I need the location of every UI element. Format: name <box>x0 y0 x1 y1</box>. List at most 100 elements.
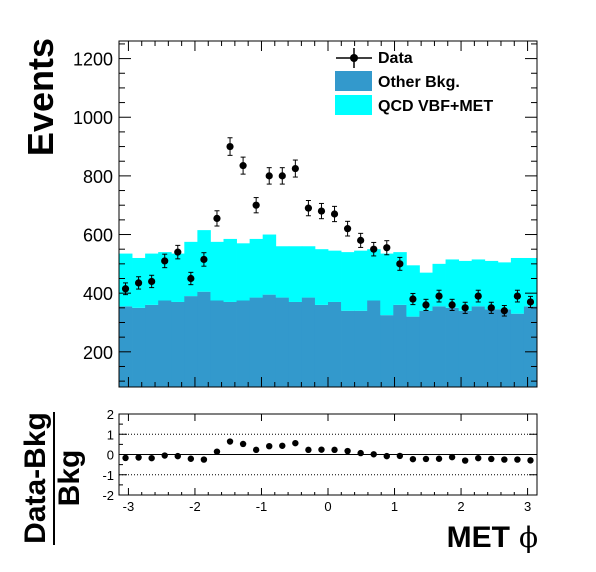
data-point <box>265 172 273 180</box>
bar-qcd-vbf-met <box>249 238 264 298</box>
bar-other-bkg <box>210 300 224 387</box>
bar-other-bkg <box>197 291 211 387</box>
x-axis-title-symbol: ϕ <box>519 521 538 554</box>
bar-qcd-vbf-met <box>119 253 133 307</box>
ratio-x-tick-label: -3 <box>123 499 135 514</box>
main-y-tick-label: 600 <box>83 226 113 246</box>
data-point <box>239 162 247 170</box>
bar-other-bkg <box>510 313 525 387</box>
ratio-point <box>226 438 234 445</box>
ratio-point <box>344 447 351 455</box>
ratio-y-tick-label: 2 <box>107 407 114 422</box>
legend-data-marker <box>350 54 358 62</box>
ratio-x-tick-label: -2 <box>189 499 201 514</box>
data-point <box>422 301 430 309</box>
ratio-point <box>213 448 221 455</box>
ratio-point <box>318 446 325 453</box>
bar-other-bkg <box>354 310 368 387</box>
ratio-point <box>357 449 364 457</box>
data-point <box>383 244 391 252</box>
data-point <box>304 204 313 212</box>
data-point <box>370 245 378 253</box>
legend-label-data: Data <box>378 50 413 67</box>
data-points-layer <box>121 137 535 317</box>
data-point <box>213 214 221 222</box>
bar-qcd-vbf-met <box>354 250 368 311</box>
main-plot-ticks: 200 400 600 800 1000 1200 <box>73 41 537 387</box>
bar-other-bkg <box>380 315 394 387</box>
bar-other-bkg <box>341 310 355 387</box>
bar-other-bkg <box>223 301 237 387</box>
ratio-y-tick-label: -2 <box>102 488 114 503</box>
bar-qcd-vbf-met <box>184 241 198 297</box>
ratio-point <box>239 440 247 448</box>
main-y-tick-label: 1200 <box>73 50 113 70</box>
data-point <box>487 304 495 312</box>
data-point <box>252 201 260 209</box>
bar-other-bkg <box>301 297 316 387</box>
ratio-point <box>135 454 142 461</box>
bar-other-bkg <box>367 300 381 387</box>
ratio-point <box>187 455 195 462</box>
bar-qcd-vbf-met <box>171 253 185 302</box>
data-point <box>500 307 508 315</box>
ratio-point <box>266 442 273 450</box>
ratio-x-tick-label: 3 <box>524 499 531 514</box>
ratio-point <box>435 455 443 462</box>
ratio-point <box>409 455 417 463</box>
ratio-ylabel-numerator: Data-Bkg <box>19 412 52 544</box>
bar-other-bkg <box>275 297 290 387</box>
legend-label-other-bkg: Other Bkg. <box>378 74 460 91</box>
bar-other-bkg <box>184 296 198 387</box>
bar-qcd-vbf-met <box>523 257 538 307</box>
ratio-point <box>292 439 299 447</box>
data-point <box>513 292 522 300</box>
data-point <box>435 292 443 300</box>
data-point <box>148 277 156 286</box>
ratio-point <box>383 452 390 460</box>
bar-other-bkg <box>262 294 277 387</box>
legend-entry-data: Data <box>336 48 413 68</box>
ratio-plot-ticks: -3 -2 -1 0 1 2 3 -2 -1 0 1 2 <box>102 407 537 514</box>
data-point <box>343 225 352 233</box>
bar-other-bkg <box>523 306 538 387</box>
bar-other-bkg <box>171 301 185 387</box>
data-point <box>409 295 417 303</box>
data-point <box>396 260 404 268</box>
data-point <box>187 274 195 283</box>
bar-qcd-vbf-met <box>419 272 433 311</box>
ratio-grid-lines <box>119 433 537 476</box>
bar-other-bkg <box>471 306 486 387</box>
data-point <box>278 172 286 180</box>
ratio-y-tick-label: -1 <box>102 468 114 483</box>
ratio-points-layer <box>122 438 534 464</box>
ratio-y-axis-title: Data-Bkg Bkg <box>19 412 86 545</box>
data-point <box>448 301 456 309</box>
bar-other-bkg <box>497 309 512 387</box>
bar-other-bkg <box>419 310 433 387</box>
ratio-x-tick-label: -1 <box>256 499 268 514</box>
data-point <box>200 255 208 264</box>
ratio-point <box>331 446 338 454</box>
legend-swatch-other-bkg <box>335 71 372 91</box>
data-point <box>526 298 535 306</box>
bar-other-bkg <box>314 304 329 387</box>
ratio-x-tick-label: 2 <box>457 499 464 514</box>
legend-entry-other-bkg: Other Bkg. <box>335 71 460 91</box>
ratio-point <box>200 456 208 463</box>
bar-other-bkg <box>406 316 420 387</box>
ratio-point <box>305 446 312 454</box>
bar-qcd-vbf-met <box>406 265 420 317</box>
bar-other-bkg <box>393 304 407 387</box>
data-point <box>226 142 234 151</box>
ratio-point <box>475 454 482 462</box>
bar-other-bkg <box>249 297 264 387</box>
main-y-tick-label: 800 <box>83 167 113 187</box>
legend-label-qcd: QCD VBF+MET <box>378 98 493 115</box>
ratio-point <box>501 456 508 463</box>
bar-other-bkg <box>288 301 303 387</box>
ratio-point <box>122 454 129 462</box>
data-point <box>161 257 169 265</box>
ratio-point <box>161 452 168 459</box>
